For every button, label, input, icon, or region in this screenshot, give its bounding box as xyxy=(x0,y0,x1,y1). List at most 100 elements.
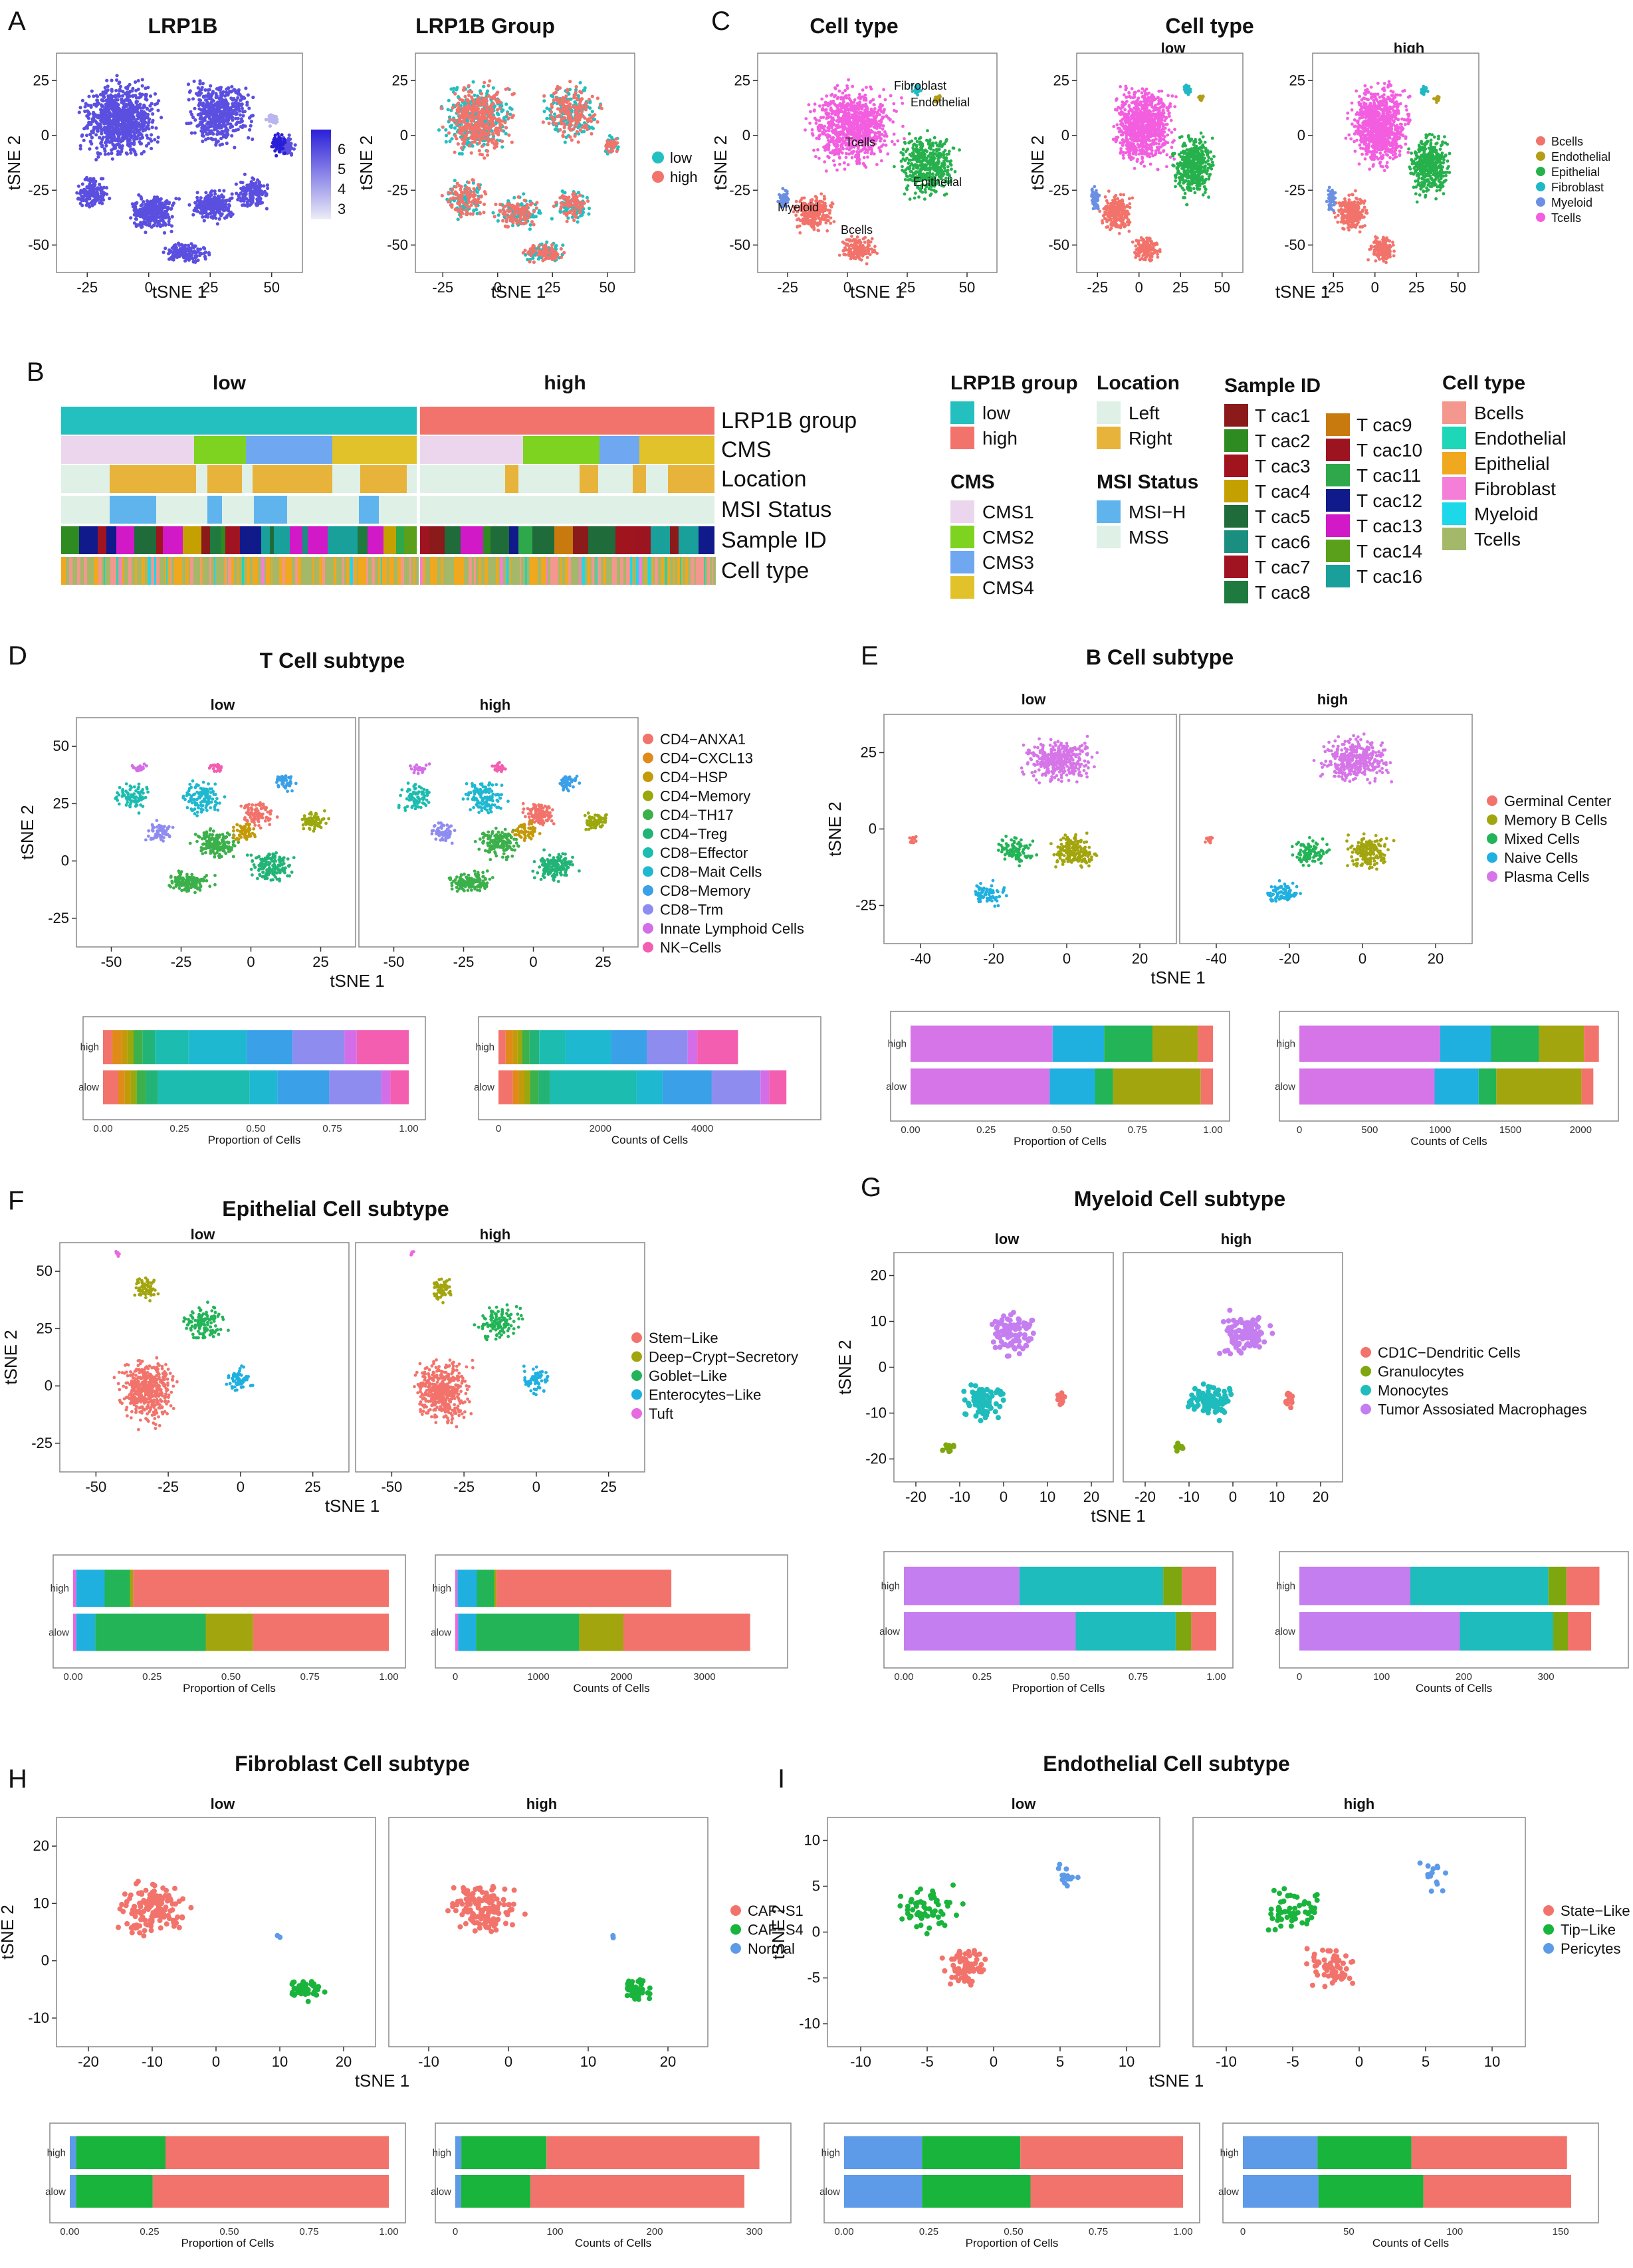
scatter-point xyxy=(247,116,252,120)
scatter-point xyxy=(558,128,562,132)
scatter-point xyxy=(157,99,161,103)
scatter-point xyxy=(143,211,147,215)
panel-a-right-title: LRP1B Group xyxy=(415,14,555,38)
scatter-point xyxy=(223,100,227,104)
scatter-point xyxy=(110,78,114,82)
scatter-point xyxy=(236,91,240,95)
scatter-point xyxy=(494,92,498,96)
scatter-point xyxy=(287,133,291,137)
scatter-point xyxy=(574,124,578,128)
scatter-point xyxy=(510,116,514,120)
scatter-point xyxy=(177,253,181,257)
scatter-point xyxy=(138,140,142,144)
scatter-point xyxy=(187,253,191,257)
scatter-point xyxy=(567,195,571,199)
scatter-point xyxy=(823,160,827,164)
scatter-point xyxy=(561,190,565,194)
scatter-point xyxy=(583,126,587,130)
scatter-point xyxy=(251,200,255,204)
scatter-point xyxy=(87,112,92,116)
scatter-point xyxy=(103,125,107,130)
scatter-point xyxy=(108,129,112,133)
scatter-point xyxy=(83,109,87,114)
scatter-point xyxy=(216,124,220,128)
scatter-point xyxy=(116,126,120,131)
scatter-point xyxy=(118,111,122,115)
scatter-point xyxy=(477,183,481,187)
scatter-point xyxy=(136,87,140,91)
scatter-point xyxy=(572,117,577,122)
scatter-point xyxy=(804,128,807,132)
scatter-point xyxy=(94,114,98,118)
scatter-point xyxy=(461,191,465,195)
scatter-point xyxy=(487,131,491,135)
scatter-point xyxy=(526,251,530,255)
scatter-point xyxy=(191,97,195,101)
scatter-point xyxy=(475,97,479,101)
colorbar-tick: 5 xyxy=(338,161,346,177)
scatter-point xyxy=(459,195,463,199)
scatter-point xyxy=(510,140,514,144)
scatter-point xyxy=(482,202,487,206)
scatter-point xyxy=(104,91,108,95)
scatter-point xyxy=(215,94,219,98)
scatter-point xyxy=(112,114,116,118)
scatter-point xyxy=(236,128,240,132)
scatter-point xyxy=(132,213,136,217)
scatter-point xyxy=(547,121,551,126)
scatter-point xyxy=(154,126,158,130)
scatter-point xyxy=(483,101,487,106)
scatter-point xyxy=(225,142,229,146)
scatter-point xyxy=(247,106,251,110)
scatter-point xyxy=(230,84,234,89)
scatter-point xyxy=(563,211,567,215)
scatter-point xyxy=(202,219,206,223)
scatter-point xyxy=(187,98,191,102)
scatter-point xyxy=(92,102,96,106)
scatter-point xyxy=(566,211,570,215)
scatter-point xyxy=(167,252,171,256)
scatter-point xyxy=(457,110,461,114)
scatter-point xyxy=(536,253,540,257)
scatter-point xyxy=(529,254,533,258)
scatter-point xyxy=(238,113,242,117)
scatter-point xyxy=(104,135,108,139)
scatter-point xyxy=(459,131,463,135)
scatter-point xyxy=(159,203,163,207)
scatter-point xyxy=(576,220,580,224)
scatter-point xyxy=(542,94,546,98)
scatter-point xyxy=(142,150,146,154)
scatter-point xyxy=(182,247,186,252)
scatter-point xyxy=(80,98,84,102)
scatter-point xyxy=(225,215,229,219)
scatter-point xyxy=(265,183,269,187)
scatter-point xyxy=(234,182,238,186)
scatter-point xyxy=(110,148,114,152)
scatter-point xyxy=(572,218,576,223)
scatter-point xyxy=(552,121,556,126)
scatter-point xyxy=(148,94,153,98)
scatter-point xyxy=(276,132,280,136)
scatter-point xyxy=(161,223,165,227)
scatter-point xyxy=(501,219,505,223)
scatter-point xyxy=(136,134,140,138)
scatter-point xyxy=(565,201,569,206)
scatter-point xyxy=(239,199,243,203)
scatter-point xyxy=(451,106,455,110)
scatter-point xyxy=(492,137,496,141)
scatter-point xyxy=(265,193,269,197)
scatter-point xyxy=(464,133,468,138)
scatter-point xyxy=(203,118,207,122)
scatter-point xyxy=(78,144,82,148)
x-tick-label: 50 xyxy=(264,279,280,296)
scatter-point xyxy=(148,137,152,141)
scatter-point xyxy=(833,94,837,98)
scatter-point xyxy=(882,88,885,92)
panel-letter-a: A xyxy=(8,7,26,36)
scatter-point xyxy=(102,119,106,123)
scatter-point xyxy=(103,152,108,156)
scatter-point xyxy=(841,147,845,151)
scatter-point xyxy=(273,120,277,124)
x-tick-label: 0 xyxy=(145,279,153,296)
x-axis-label: tSNE 1 xyxy=(491,282,546,302)
